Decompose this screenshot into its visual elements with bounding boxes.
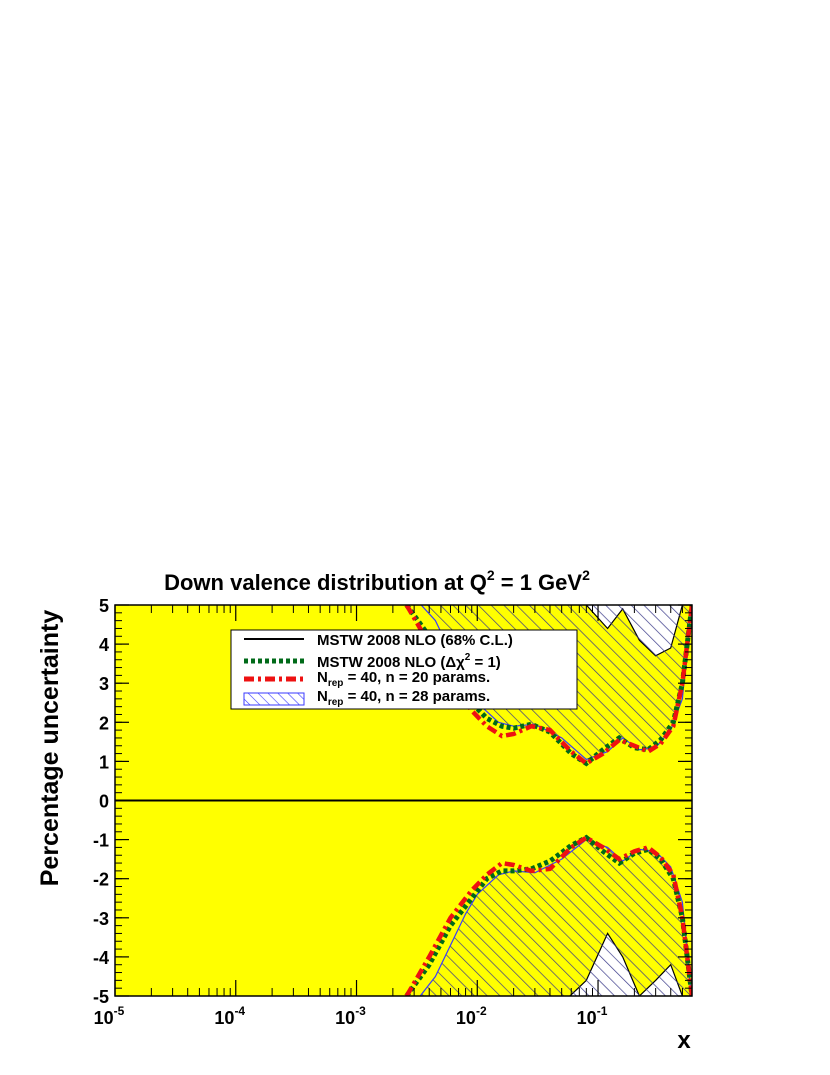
y-tick-label: -4 (93, 948, 109, 968)
legend-swatch-n28 (243, 692, 305, 706)
x-axis-label: x (677, 1027, 691, 1054)
x-tick-label: 10-2 (456, 1004, 487, 1028)
legend-label-n20: Nrep = 40, n = 20 params. (317, 669, 490, 689)
legend-label-mstw-68: MSTW 2008 NLO (68% C.L.) (317, 632, 513, 649)
y-tick-label: 3 (99, 674, 109, 694)
y-tick-label: 4 (99, 635, 109, 655)
legend-label-mstw-dchi: MSTW 2008 NLO (Δχ2 = 1) (317, 652, 501, 671)
legend-label-n28: Nrep = 40, n = 28 params. (317, 688, 490, 708)
x-tick-label: 10-4 (214, 1004, 245, 1028)
y-tick-label: -1 (93, 831, 109, 851)
y-tick-label: 0 (99, 792, 109, 812)
x-tick-label: 10-3 (335, 1004, 366, 1028)
x-tick-label: 10-1 (577, 1004, 608, 1028)
y-tick-label: -5 (93, 987, 109, 1007)
y-tick-label: 1 (99, 752, 109, 772)
chart-title: Down valence distribution at Q2 = 1 GeV2 (164, 567, 590, 595)
y-axis-label: Percentage uncertainty (36, 610, 64, 887)
n28-hatched-lower (420, 839, 692, 996)
y-tick-label: 2 (99, 713, 109, 733)
y-tick-label: -3 (93, 909, 109, 929)
y-tick-label: 5 (99, 596, 109, 616)
legend: MSTW 2008 NLO (68% C.L.) MSTW 2008 NLO (… (230, 629, 578, 710)
y-tick-label: -2 (93, 870, 109, 890)
mstw-dchi-upper-line (404, 605, 692, 767)
x-tick-label: 10-5 (94, 1004, 125, 1028)
